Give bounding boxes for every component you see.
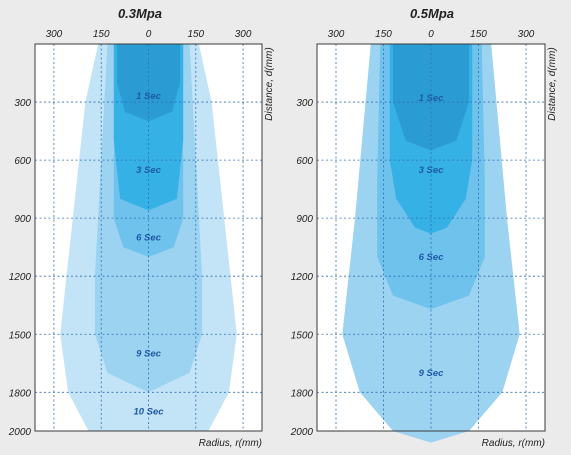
zone-label: 9 Sec <box>419 368 445 379</box>
y-tick-label: 1500 <box>291 330 314 341</box>
x-tick-label: 300 <box>518 29 535 40</box>
x-tick-label: 150 <box>375 29 392 40</box>
y-tick-label: 1800 <box>291 388 314 399</box>
y-tick-label: 900 <box>14 214 31 225</box>
plot-frame <box>316 43 546 432</box>
zone-label: 1 Sec <box>136 91 162 102</box>
zone-label: 10 Sec <box>133 407 164 418</box>
y-tick-label: 1500 <box>9 330 32 341</box>
x-tick-label: 0 <box>146 29 152 40</box>
y-axis-label: Distance, d(mm) <box>547 47 558 120</box>
chart-title: 0.5Mpa <box>410 6 454 21</box>
y-tick-label: 300 <box>14 98 31 109</box>
zone-label: 6 Sec <box>419 252 445 263</box>
y-tick-label: 600 <box>14 156 31 167</box>
y-tick-label: 900 <box>296 214 313 225</box>
y-tick-label: 1800 <box>9 388 32 399</box>
x-axis-label: Radius, r(mm) <box>199 438 262 449</box>
zone-label: 6 Sec <box>136 233 162 244</box>
zone-label: 1 Sec <box>419 93 445 104</box>
plot-frame <box>34 43 263 432</box>
y-tick-label: 2000 <box>8 427 32 438</box>
x-tick-label: 300 <box>328 29 345 40</box>
x-axis-label: Radius, r(mm) <box>482 438 545 449</box>
zone-label: 9 Sec <box>136 349 162 360</box>
zone-1-sec <box>393 44 469 151</box>
y-tick-label: 600 <box>296 156 313 167</box>
x-tick-label: 150 <box>187 29 204 40</box>
y-axis-label: Distance, d(mm) <box>264 47 275 120</box>
x-tick-label: 150 <box>470 29 487 40</box>
y-tick-label: 2000 <box>290 427 314 438</box>
zone-1-sec <box>117 44 180 122</box>
x-tick-label: 300 <box>46 29 63 40</box>
chart-title: 0.3Mpa <box>118 6 162 21</box>
y-tick-label: 300 <box>296 98 313 109</box>
x-tick-label: 300 <box>235 29 252 40</box>
y-tick-label: 1200 <box>291 272 314 283</box>
x-tick-label: 150 <box>93 29 110 40</box>
zone-label: 3 Sec <box>136 165 162 176</box>
zone-label: 3 Sec <box>419 165 445 176</box>
y-tick-label: 1200 <box>9 272 32 283</box>
x-tick-label: 0 <box>428 29 434 40</box>
